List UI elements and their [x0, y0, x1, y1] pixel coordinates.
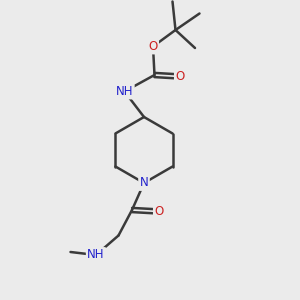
Text: N: N [140, 176, 148, 190]
Text: O: O [154, 205, 164, 218]
Text: O: O [148, 40, 158, 53]
Text: O: O [176, 70, 184, 83]
Text: NH: NH [116, 85, 133, 98]
Text: NH: NH [87, 248, 105, 262]
